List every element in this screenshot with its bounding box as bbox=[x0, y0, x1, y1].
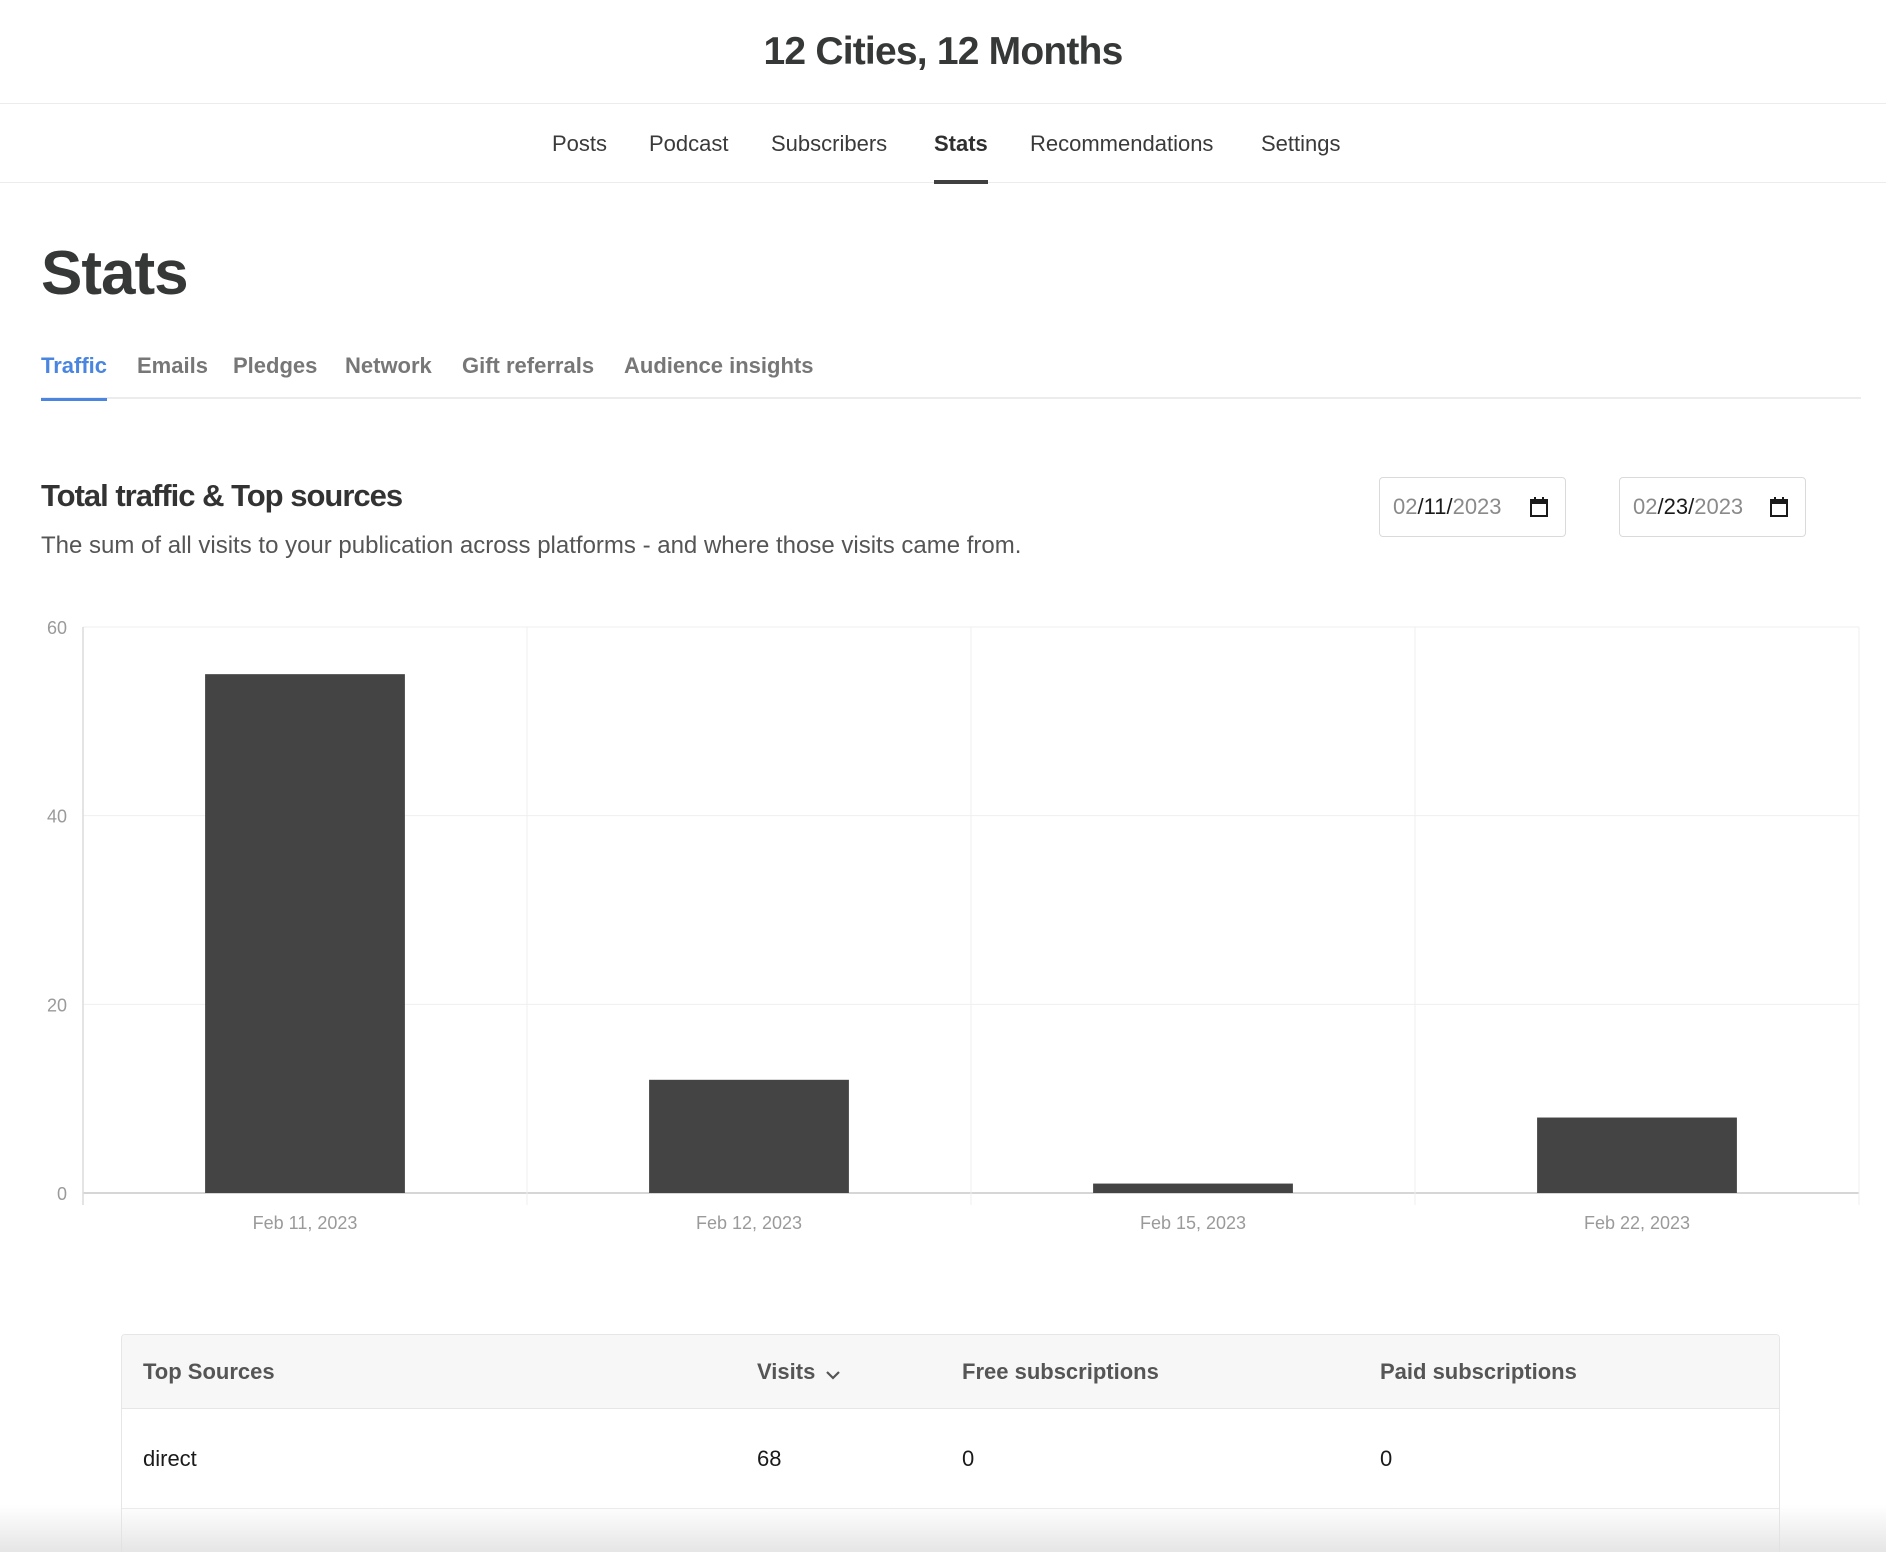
column-header-source: Top Sources bbox=[143, 1359, 275, 1384]
bar bbox=[649, 1079, 849, 1193]
bar bbox=[1537, 1117, 1737, 1193]
table-row[interactable] bbox=[122, 1510, 1779, 1552]
tab-podcast[interactable]: Podcast bbox=[649, 131, 729, 156]
dashboard-nav: Posts Podcast Subscribers Stats Recommen… bbox=[0, 104, 1886, 184]
subtab-pledges[interactable]: Pledges bbox=[233, 353, 318, 378]
section-description: The sum of all visits to your publicatio… bbox=[41, 532, 1022, 559]
row-visits: 68 bbox=[757, 1446, 782, 1471]
traffic-chart: 0 20 40 60 Feb 11, 2023 Feb 12, 2023 Feb 15, 2… bbox=[0, 600, 1886, 1260]
tab-subscribers[interactable]: Subscribers bbox=[771, 131, 888, 156]
publication-header: 12 Cities, 12 Months bbox=[0, 0, 1886, 104]
x-tick-label: Feb 15, 2023 bbox=[1140, 1213, 1246, 1233]
subtab-audience-insights[interactable]: Audience insights bbox=[624, 353, 814, 378]
row-free-subscriptions: 0 bbox=[962, 1446, 975, 1471]
tab-settings[interactable]: Settings bbox=[1261, 131, 1341, 156]
y-tick-label: 60 bbox=[47, 618, 67, 638]
row-source: direct bbox=[143, 1446, 197, 1471]
date-from-year: 2023 bbox=[1452, 494, 1502, 519]
x-tick-label: Feb 11, 2023 bbox=[253, 1213, 358, 1233]
top-sources-table: Top Sources Visits Free subscriptions Pa… bbox=[121, 1334, 1780, 1552]
visits-header-label: Visits bbox=[757, 1359, 816, 1384]
date-from-input[interactable]: 02/11/2023 bbox=[1379, 477, 1566, 537]
x-tick-label: Feb 12, 2023 bbox=[696, 1213, 802, 1233]
row-paid-subscriptions: 0 bbox=[1380, 1446, 1393, 1471]
date-from-month: 02 bbox=[1393, 494, 1418, 519]
x-tick-label: Feb 22, 2023 bbox=[1584, 1213, 1690, 1233]
tab-stats[interactable]: Stats bbox=[934, 104, 988, 184]
tab-recommendations[interactable]: Recommendations bbox=[1030, 131, 1214, 156]
tab-posts[interactable]: Posts bbox=[552, 131, 608, 156]
chevron-down-icon[interactable] bbox=[825, 1336, 841, 1410]
column-header-free-subscriptions: Free subscriptions bbox=[962, 1359, 1159, 1384]
table-header: Top Sources Visits Free subscriptions Pa… bbox=[122, 1335, 1779, 1409]
calendar-icon[interactable] bbox=[1529, 496, 1549, 518]
date-to-year: 2023 bbox=[1694, 494, 1744, 519]
publication-title[interactable]: 12 Cities, 12 Months bbox=[763, 29, 1124, 73]
page-title: Stats bbox=[41, 239, 189, 308]
date-to-input[interactable]: 02/23/2023 bbox=[1619, 477, 1806, 537]
y-tick-label: 20 bbox=[47, 995, 67, 1015]
subtab-emails[interactable]: Emails bbox=[137, 353, 208, 378]
y-tick-label: 0 bbox=[57, 1184, 67, 1204]
date-to-month: 02 bbox=[1633, 494, 1658, 519]
table-row[interactable]: direct 68 0 0 bbox=[122, 1409, 1779, 1509]
date-from-day: 11 bbox=[1423, 494, 1447, 519]
column-header-visits[interactable]: Visits bbox=[757, 1335, 841, 1410]
subtab-traffic[interactable]: Traffic bbox=[41, 345, 108, 401]
y-tick-label: 40 bbox=[47, 807, 67, 827]
subtab-network[interactable]: Network bbox=[345, 353, 432, 378]
calendar-icon[interactable] bbox=[1769, 496, 1789, 518]
bar bbox=[205, 674, 405, 1193]
date-to-day: 23 bbox=[1663, 494, 1689, 519]
bar bbox=[1093, 1183, 1293, 1193]
traffic-bar-chart: 0 20 40 60 Feb 11, 2023 Feb 12, 2023 Feb 15, 2… bbox=[47, 618, 1860, 1233]
subtab-gift-referrals[interactable]: Gift referrals bbox=[462, 353, 595, 378]
stats-subtabs: Traffic Emails Pledges Network Gift refe… bbox=[41, 345, 1861, 401]
section-title: Total traffic & Top sources bbox=[41, 478, 403, 513]
column-header-paid-subscriptions: Paid subscriptions bbox=[1380, 1359, 1577, 1384]
